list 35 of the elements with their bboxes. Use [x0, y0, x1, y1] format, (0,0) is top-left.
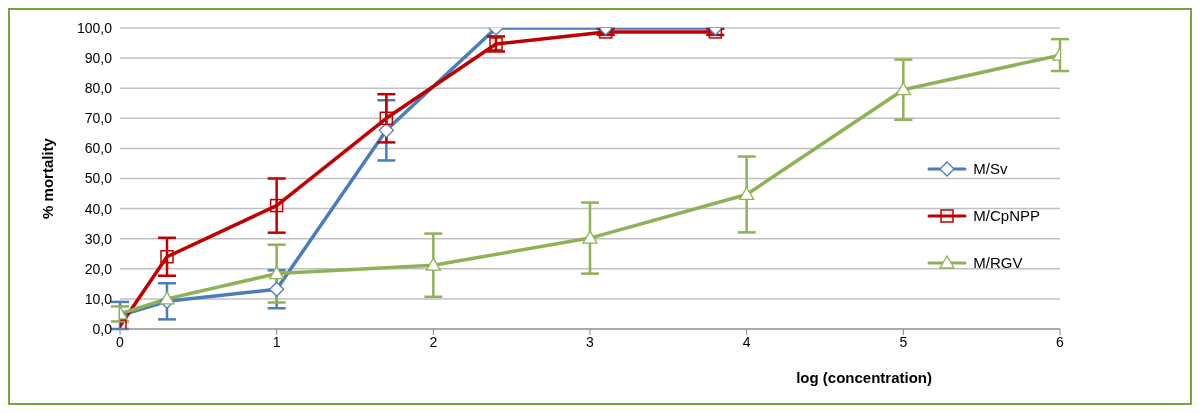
legend-label: M/Sv [973, 160, 1008, 177]
y-tick-label: 50,0 [84, 170, 113, 187]
legend-label: M/CpNPP [973, 207, 1040, 224]
y-tick-label: 30,0 [84, 230, 113, 247]
legend-label: M/RGV [973, 254, 1023, 271]
y-axis-title: % mortality [39, 137, 57, 219]
y-tick-label: 60,0 [84, 140, 113, 157]
y-tick-label: 70,0 [84, 110, 113, 127]
point [269, 198, 284, 213]
x-tick-label: 2 [429, 333, 438, 350]
point [159, 291, 175, 305]
y-tick-label: 90,0 [84, 50, 113, 67]
x-tick-label: 6 [1056, 333, 1065, 350]
point [379, 111, 394, 126]
x-tick-label: 3 [586, 333, 595, 350]
point [489, 37, 503, 51]
x-tick-label: 5 [899, 333, 908, 350]
y-tick-label: 100,0 [76, 19, 113, 36]
point [739, 186, 755, 201]
y-tick-label: 80,0 [84, 80, 113, 97]
x-tick-label: 4 [742, 333, 751, 350]
point [269, 281, 285, 297]
x-tick-label: 0 [116, 333, 125, 350]
x-axis-title: log (concentration) [796, 369, 932, 386]
y-tick-label: 40,0 [84, 200, 113, 217]
y-tick-label: 10,0 [84, 290, 113, 307]
point [378, 122, 394, 138]
point [895, 82, 911, 96]
point [425, 257, 441, 271]
point [160, 250, 174, 264]
point [269, 265, 285, 280]
point [582, 230, 598, 244]
y-tick-label: 20,0 [84, 260, 113, 277]
y-tick-label: 0,0 [92, 320, 113, 337]
x-tick-label: 1 [272, 333, 281, 350]
